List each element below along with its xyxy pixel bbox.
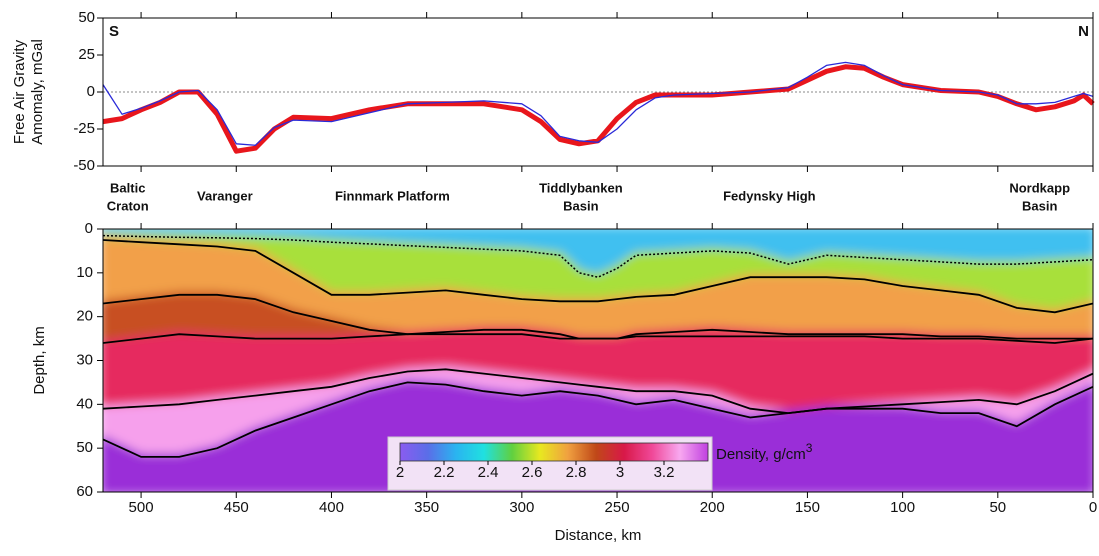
colorbar-tick-label: 2.4 bbox=[478, 464, 499, 481]
colorbar-tick-label: 2 bbox=[396, 464, 404, 481]
boundary-line bbox=[103, 328, 1093, 344]
gravity-line bbox=[102, 64, 1095, 154]
y-axis-label: Amomaly, mGal bbox=[29, 39, 46, 145]
y-tick-label: 50 bbox=[76, 439, 93, 456]
colorbar-tick-label: 3.2 bbox=[654, 464, 675, 481]
boundary-line bbox=[103, 234, 1093, 278]
x-tick-label: 450 bbox=[224, 499, 249, 516]
y-axis-label: Depth, km bbox=[31, 326, 48, 394]
region-label: Craton bbox=[107, 198, 149, 213]
colorbar bbox=[399, 442, 709, 462]
y-tick-label: -25 bbox=[73, 120, 95, 137]
boundary-line bbox=[103, 381, 1093, 458]
y-tick-label: 0 bbox=[87, 83, 95, 100]
region-label: Fedynsky High bbox=[723, 188, 816, 203]
region-label: Finnmark Platform bbox=[335, 188, 450, 203]
colorbar-tick-label: 3 bbox=[616, 464, 624, 481]
colorbar-label-sup: 3 bbox=[806, 441, 813, 455]
region-label: Nordkapp bbox=[1009, 180, 1070, 195]
x-tick-label: 150 bbox=[795, 499, 820, 516]
y-tick-label: 20 bbox=[76, 308, 93, 325]
y-axis-label: Free Air Gravity bbox=[11, 39, 28, 144]
colorbar-tick-label: 2.2 bbox=[434, 464, 455, 481]
region-label: Baltic bbox=[110, 180, 145, 195]
y-tick-label: 0 bbox=[85, 220, 93, 237]
annotation: S bbox=[109, 23, 119, 40]
x-tick-label: 250 bbox=[605, 499, 630, 516]
gravity-line bbox=[102, 61, 1094, 146]
colorbar-label: Density, g/cm3 bbox=[716, 441, 813, 463]
y-tick-label: 10 bbox=[76, 264, 93, 281]
boundary-line bbox=[103, 368, 1093, 415]
x-axis-label: Distance, km bbox=[555, 527, 642, 544]
region-label: Basin bbox=[1022, 198, 1057, 213]
x-tick-label: 300 bbox=[509, 499, 534, 516]
x-tick-label: 200 bbox=[700, 499, 725, 516]
x-tick-label: 500 bbox=[129, 499, 154, 516]
y-tick-label: 40 bbox=[76, 395, 93, 412]
y-tick-label: 50 bbox=[78, 9, 95, 26]
colorbar-tick-label: 2.6 bbox=[522, 464, 543, 481]
x-tick-label: 350 bbox=[414, 499, 439, 516]
x-tick-label: 50 bbox=[989, 499, 1006, 516]
colorbar-tick-label: 2.8 bbox=[566, 464, 587, 481]
y-tick-label: 25 bbox=[78, 46, 95, 63]
region-label: Basin bbox=[563, 198, 598, 213]
x-tick-label: 100 bbox=[890, 499, 915, 516]
y-tick-label: 60 bbox=[76, 483, 93, 500]
boundary-line bbox=[103, 239, 1093, 314]
y-tick-label: -50 bbox=[73, 157, 95, 174]
region-label: Varanger bbox=[197, 188, 253, 203]
region-label: Tiddlybanken bbox=[539, 180, 623, 195]
colorbar-label-text: Density, g/cm bbox=[716, 446, 806, 463]
x-tick-label: 0 bbox=[1089, 499, 1097, 516]
annotation: N bbox=[1078, 23, 1089, 40]
x-tick-label: 400 bbox=[319, 499, 344, 516]
y-tick-label: 30 bbox=[76, 351, 93, 368]
